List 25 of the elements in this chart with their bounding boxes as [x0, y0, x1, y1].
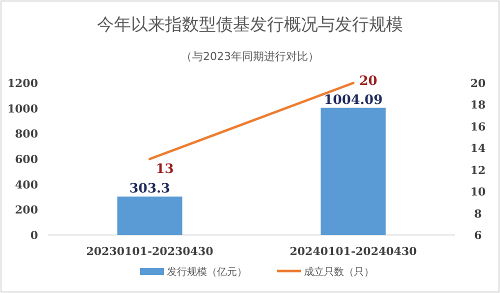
y2-tick-label: 8	[474, 207, 482, 220]
data-label: 1004.09	[324, 92, 383, 108]
y-tick-label: 1200	[7, 77, 38, 90]
y2-tick-label: 12	[470, 164, 486, 177]
y-tick-label: 400	[15, 178, 38, 192]
y-tick-label: 200	[15, 204, 38, 217]
x-tick-label: 20230101-20230430	[86, 245, 214, 258]
y2-tick-label: 18	[470, 98, 486, 112]
y2-tick-label: 14	[470, 142, 486, 156]
y-tick-label: 0	[30, 229, 38, 242]
legend-label: 成立只数（只）	[304, 266, 374, 278]
data-label: 13	[156, 162, 174, 177]
y2-tick-label: 10	[470, 186, 486, 199]
y-tick-label: 800	[15, 128, 38, 141]
y2-tick-label: 16	[470, 120, 486, 134]
chart-title: 今年以来指数型债基发行概况与发行规模	[97, 15, 403, 35]
data-label: 303.3	[129, 182, 170, 197]
y2-tick-label: 20	[470, 77, 486, 90]
legend-label: 发行规模（亿元）	[167, 266, 247, 278]
y2-tick-label: 6	[474, 229, 482, 242]
chart-subtitle: （与2023年同期进行对比）	[181, 50, 319, 63]
y-tick-label: 600	[15, 153, 38, 166]
x-tick-label: 20240101-20240430	[290, 245, 418, 258]
y-tick-label: 1000	[7, 102, 38, 116]
data-label: 20	[359, 74, 378, 89]
